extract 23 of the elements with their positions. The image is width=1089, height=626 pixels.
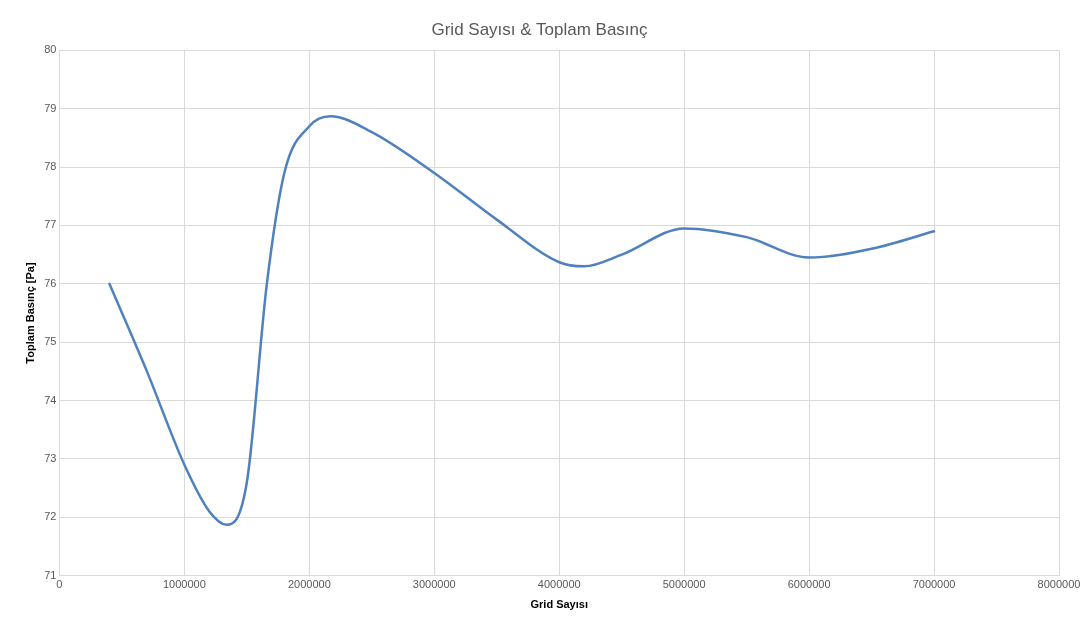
y-tick-label: 74 xyxy=(44,393,57,406)
x-tick-label: 3000000 xyxy=(412,578,456,591)
x-tick-label: 4000000 xyxy=(537,578,581,591)
y-tick-label: 75 xyxy=(44,335,57,348)
x-tick-label: 0 xyxy=(56,578,63,591)
y-tick-label: 79 xyxy=(44,101,57,114)
y-tick-label: 72 xyxy=(44,510,57,523)
line-series xyxy=(108,115,936,527)
x-tick-label: 7000000 xyxy=(912,578,956,591)
x-tick-label: 8000000 xyxy=(1037,578,1081,591)
chart-title: Grid Sayısı & Toplam Basınç xyxy=(431,19,649,39)
x-axis-title: Grid Sayısı xyxy=(530,598,588,611)
y-tick-label: 80 xyxy=(44,43,57,56)
y-tick-label: 78 xyxy=(44,160,57,173)
y-tick-label: 77 xyxy=(44,218,57,231)
y-axis-title: Toplam Basınç [Pa] xyxy=(23,262,36,364)
y-tick-label: 76 xyxy=(44,276,57,289)
x-tick-label: 1000000 xyxy=(162,578,206,591)
y-tick-label: 71 xyxy=(44,568,57,581)
y-tick-label: 73 xyxy=(44,451,57,464)
x-tick-label: 5000000 xyxy=(662,578,706,591)
x-tick-label: 2000000 xyxy=(287,578,331,591)
x-tick-label: 6000000 xyxy=(787,578,831,591)
